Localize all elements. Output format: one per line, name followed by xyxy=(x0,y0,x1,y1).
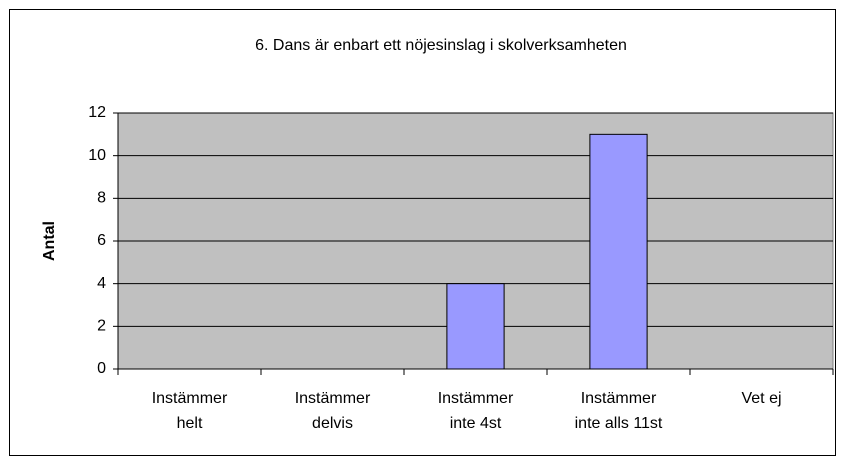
x-tick-label: Instämmer xyxy=(581,390,657,407)
x-tick-label: inte 4st xyxy=(450,415,502,432)
x-tick-label: inte alls 11st xyxy=(575,415,663,432)
x-tick-label: Instämmer xyxy=(295,390,371,407)
y-axis-label: Antal xyxy=(41,221,58,261)
bar xyxy=(446,283,505,370)
x-tick-label: delvis xyxy=(312,415,353,432)
chart-title: 6. Dans är enbart ett nöjesinslag i skol… xyxy=(255,37,627,54)
y-tick-label: 8 xyxy=(97,190,106,207)
y-tick-label: 0 xyxy=(97,360,106,377)
x-tick-label: helt xyxy=(177,415,203,432)
x-tick-label: Instämmer xyxy=(438,390,514,407)
y-tick-label: 10 xyxy=(88,147,106,164)
y-tick-label: 6 xyxy=(97,232,106,249)
y-tick-label: 2 xyxy=(97,318,106,335)
x-tick-label: Instämmer xyxy=(152,390,228,407)
bar xyxy=(589,133,648,370)
x-tick-label: Vet ej xyxy=(741,390,781,407)
y-tick-label: 12 xyxy=(88,104,106,121)
y-tick-label: 4 xyxy=(97,275,106,292)
